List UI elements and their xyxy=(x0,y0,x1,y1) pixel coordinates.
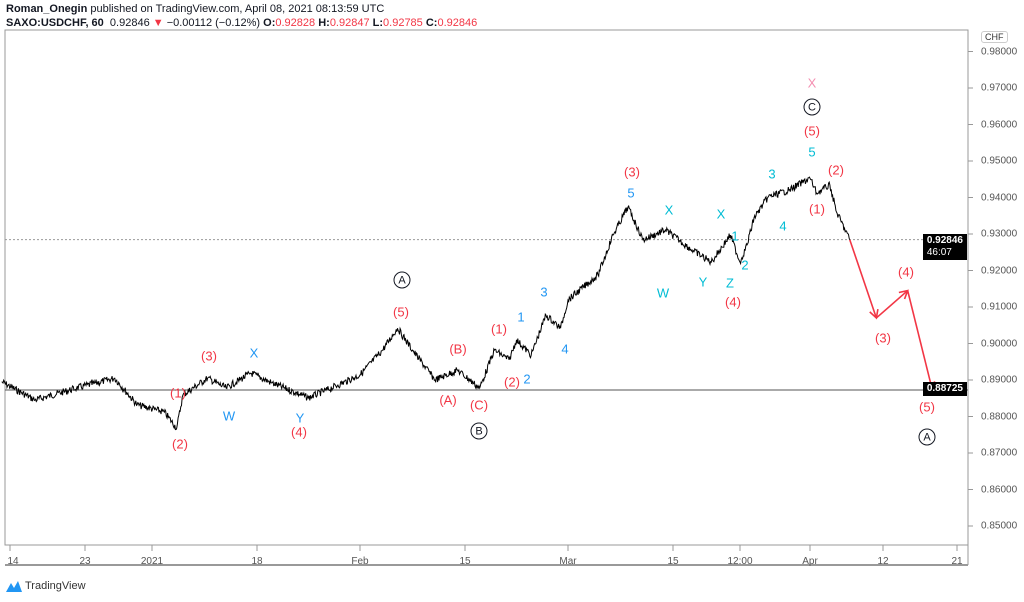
wave-label[interactable]: 2 xyxy=(741,257,749,273)
y-tick-label: 0.95000 xyxy=(981,155,1018,167)
x-tick-label: 23 xyxy=(79,556,91,567)
close-value: 0.92846 xyxy=(437,17,478,29)
wave-label[interactable]: X xyxy=(807,75,817,91)
y-tick-label: 0.85000 xyxy=(981,520,1018,532)
open-value: 0.92828 xyxy=(275,17,316,29)
x-tick-label: 2021 xyxy=(140,556,164,567)
author-name[interactable]: Roman_Onegin xyxy=(6,3,88,15)
last-price: 0.92846 xyxy=(109,17,150,29)
bar-countdown: 46:07 xyxy=(926,246,952,258)
y-tick-label: 0.90000 xyxy=(981,338,1018,349)
wave-label[interactable]: B xyxy=(470,422,488,440)
x-tick-label: Apr xyxy=(802,556,818,567)
wave-label[interactable]: 5 xyxy=(627,185,635,201)
y-tick-label: 0.96000 xyxy=(981,119,1018,130)
wave-label[interactable]: (2) xyxy=(504,374,520,390)
projection-arrow-segment[interactable] xyxy=(906,290,934,391)
wave-label[interactable]: (4) xyxy=(898,264,914,280)
wave-label[interactable]: (1) xyxy=(170,385,186,401)
y-tick-label: 0.88000 xyxy=(981,411,1018,422)
wave-label[interactable]: (5) xyxy=(804,123,820,139)
wave-label[interactable]: 4 xyxy=(561,341,569,357)
y-tick-label: 0.93000 xyxy=(981,228,1018,240)
wave-label[interactable]: (B) xyxy=(449,341,467,357)
symbol-name[interactable]: SAXO:USDCHF, 60 xyxy=(6,17,104,29)
open-label: O: xyxy=(263,17,276,29)
publish-text: published on TradingView.com, April 08, … xyxy=(90,3,385,15)
wave-label[interactable]: C xyxy=(803,98,821,116)
close-label: C: xyxy=(425,17,438,29)
wave-label[interactable]: (4) xyxy=(725,294,741,310)
high-value: 0.92847 xyxy=(329,17,370,29)
projection-arrow-segment[interactable] xyxy=(849,239,878,319)
wave-label[interactable]: (1) xyxy=(809,201,825,217)
price-change: −0.00112 (−0.12%) xyxy=(166,17,261,29)
publish-info: Roman_Onegin published on TradingView.co… xyxy=(6,3,384,15)
wave-label[interactable]: 3 xyxy=(768,166,776,182)
last-price-tag-value: 0.92846 xyxy=(926,234,963,246)
wave-label[interactable]: X xyxy=(664,202,674,218)
wave-label[interactable]: X xyxy=(716,206,726,222)
wave-label[interactable]: W xyxy=(222,408,236,424)
wave-label[interactable]: Y xyxy=(295,410,305,426)
x-tick-label: 12:00 xyxy=(727,556,753,567)
wave-label[interactable]: X xyxy=(249,345,259,361)
wave-label[interactable]: 5 xyxy=(808,144,816,160)
wave-label[interactable]: Z xyxy=(726,275,734,291)
symbol-legend: SAXO:USDCHF, 60 0.92846 ▼ −0.00112 (−0.1… xyxy=(6,17,477,29)
level-price-value: 0.88725 xyxy=(926,383,963,395)
x-tick-label: 12 xyxy=(877,556,889,567)
x-tick-label: 18 xyxy=(251,556,263,567)
wave-label[interactable]: 2 xyxy=(523,371,531,387)
tradingview-logo-icon xyxy=(6,581,22,592)
wave-label[interactable]: (3) xyxy=(624,164,640,180)
wave-label[interactable]: (A) xyxy=(439,392,457,408)
x-tick-label: 21 xyxy=(951,556,963,567)
plot-border xyxy=(4,29,969,546)
triangle-down-icon: ▼ xyxy=(152,17,164,29)
wave-label[interactable]: (1) xyxy=(491,321,507,337)
wave-label[interactable]: A xyxy=(918,428,936,446)
wave-label[interactable]: (3) xyxy=(875,330,891,346)
wave-label[interactable]: W xyxy=(656,285,670,301)
high-label: H: xyxy=(318,17,330,29)
price-series-line xyxy=(1,176,851,431)
wave-label[interactable]: A xyxy=(393,271,411,289)
y-tick-label: 0.89000 xyxy=(981,374,1018,386)
y-tick-label: 0.94000 xyxy=(981,192,1018,203)
x-tick-label: 15 xyxy=(667,556,679,567)
x-tick-label: 14 xyxy=(7,556,19,567)
wave-label[interactable]: (2) xyxy=(828,162,844,178)
projection-arrow-segment[interactable] xyxy=(875,289,909,319)
last-price-tag: 0.92846 46:07 xyxy=(922,233,967,260)
y-tick-label: 0.87000 xyxy=(981,447,1018,459)
wave-label[interactable]: (5) xyxy=(919,399,935,415)
wave-label[interactable]: 3 xyxy=(540,284,548,300)
wave-label[interactable]: 4 xyxy=(779,218,787,234)
y-tick-label: 0.91000 xyxy=(981,301,1018,313)
wave-label[interactable]: Y xyxy=(698,274,708,290)
wave-label[interactable]: (2) xyxy=(172,436,188,452)
y-tick-label: 0.92000 xyxy=(981,265,1018,276)
wave-label[interactable]: 1 xyxy=(731,228,739,244)
y-tick-label: 0.86000 xyxy=(981,484,1018,495)
y-tick-label: 0.98000 xyxy=(981,46,1018,57)
x-tick-label: 15 xyxy=(459,556,471,567)
wave-label[interactable]: (5) xyxy=(393,304,409,320)
tradingview-logo[interactable]: TradingView xyxy=(6,580,86,592)
level-price-tag: 0.88725 xyxy=(922,382,967,397)
brand-name: TradingView xyxy=(25,580,86,592)
low-label: L: xyxy=(372,17,384,29)
x-tick-label: Mar xyxy=(559,556,577,567)
x-tick-label: Feb xyxy=(351,556,369,567)
wave-label[interactable]: 1 xyxy=(517,309,525,325)
low-value: 0.92785 xyxy=(383,17,423,29)
wave-label[interactable]: (C) xyxy=(469,397,489,413)
currency-badge[interactable]: CHF xyxy=(981,31,1008,43)
y-tick-label: 0.97000 xyxy=(981,82,1018,94)
wave-label[interactable]: (3) xyxy=(201,348,217,364)
wave-label[interactable]: (4) xyxy=(291,424,307,440)
